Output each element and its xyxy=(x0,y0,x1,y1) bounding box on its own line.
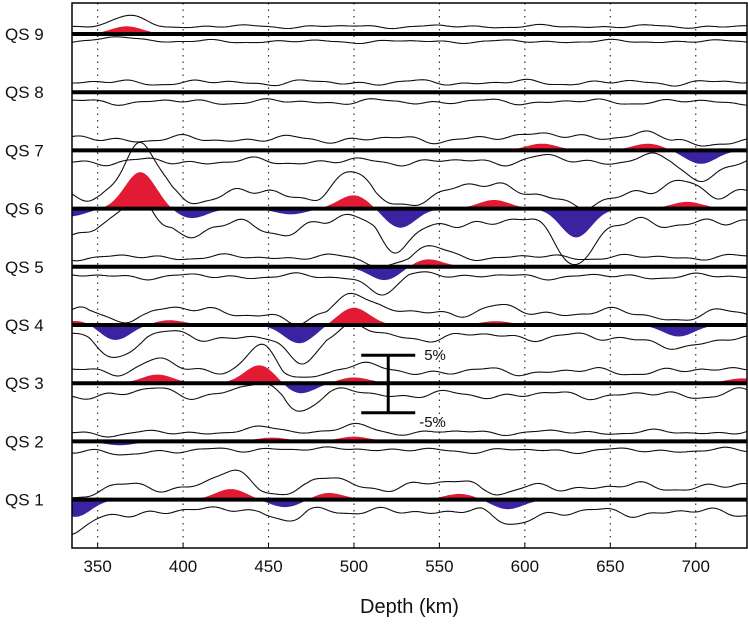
positive-anomaly-fill xyxy=(188,489,260,500)
upper-envelope-line xyxy=(71,14,747,30)
upper-envelope-line xyxy=(71,130,748,147)
x-tick-label: 600 xyxy=(511,557,539,576)
negative-anomaly-fill xyxy=(90,325,148,340)
trace-label: QS 5 xyxy=(5,258,44,277)
positive-anomaly-fill xyxy=(213,365,284,385)
x-tick-label: 350 xyxy=(83,557,111,576)
negative-anomaly-fill xyxy=(533,208,626,238)
lower-envelope-line xyxy=(72,446,748,456)
trace-label: QS 9 xyxy=(5,25,44,44)
trace-label: QS 8 xyxy=(5,83,44,102)
positive-anomaly-fill xyxy=(101,172,173,210)
trace-label: QS 7 xyxy=(5,141,44,160)
lower-envelope-line xyxy=(71,271,747,296)
negative-anomaly-fill xyxy=(340,266,411,281)
envelope-lines xyxy=(71,14,748,535)
x-tick-label: 400 xyxy=(169,557,197,576)
x-axis-title: Depth (km) xyxy=(360,596,459,618)
upper-envelope-line xyxy=(71,245,747,268)
positive-anomaly-fill xyxy=(116,374,201,384)
upper-envelope-line xyxy=(71,422,748,438)
positive-anomaly-fill xyxy=(453,200,532,209)
negative-anomaly-fill xyxy=(283,382,330,394)
x-tick-label: 450 xyxy=(254,557,282,576)
negative-anomaly-fill xyxy=(482,499,553,510)
upper-envelope-line xyxy=(72,78,748,87)
trace-label: QS 4 xyxy=(5,316,44,335)
positive-anomaly-fill xyxy=(321,195,377,210)
trace-baselines xyxy=(72,32,747,502)
trace-label: QS 6 xyxy=(5,200,44,219)
trace-labels: QS 9 QS 8 QS 7 QS 6 QS 5 QS 4 QS 3 QS 2 QS 1 xyxy=(5,25,44,510)
lower-envelope-line xyxy=(71,36,748,45)
x-tick-label: 550 xyxy=(425,557,453,576)
lower-envelope-line xyxy=(72,98,747,106)
trace-label: QS 3 xyxy=(5,374,44,393)
upper-envelope-line xyxy=(71,469,748,499)
x-tick-label: 650 xyxy=(596,557,624,576)
positive-anomaly-fill xyxy=(328,307,401,325)
lower-envelope-line xyxy=(71,322,748,365)
trace-label: QS 1 xyxy=(5,491,44,510)
negative-anomaly-fill xyxy=(671,150,747,164)
negative-anomaly-fill xyxy=(376,208,447,228)
scale-bar: 5% -5% xyxy=(361,347,446,431)
negative-anomaly-fill xyxy=(172,208,237,219)
x-axis-ticks: 350 400 450 500 550 600 650 700 xyxy=(83,543,710,576)
plot-frame xyxy=(71,2,748,549)
lower-envelope-line xyxy=(71,382,748,412)
x-tick-label: 500 xyxy=(340,557,368,576)
negative-anomaly-fill xyxy=(635,325,724,337)
x-tick-label: 700 xyxy=(682,557,710,576)
trace-label: QS 2 xyxy=(5,432,44,451)
negative-anomaly-fill xyxy=(253,323,329,344)
upper-envelope-line xyxy=(72,343,748,378)
negative-anomaly-fill xyxy=(72,499,122,517)
lower-envelope-line xyxy=(71,152,748,183)
scale-bar-top-label: 5% xyxy=(424,347,446,364)
upper-envelope-line xyxy=(71,141,748,210)
lower-envelope-line xyxy=(71,195,748,266)
lower-envelope-line xyxy=(71,506,748,535)
upper-envelope-line xyxy=(71,292,748,326)
scale-bar-bottom-label: -5% xyxy=(419,414,446,431)
